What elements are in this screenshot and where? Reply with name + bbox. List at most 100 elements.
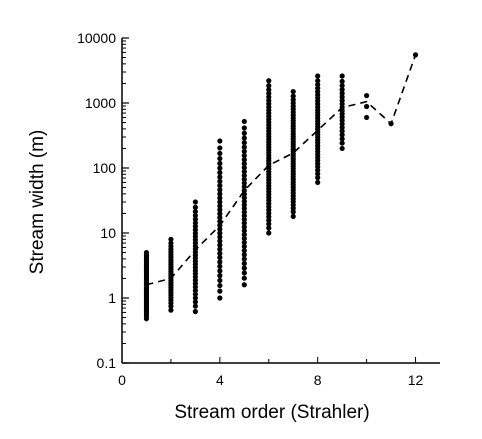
- data-point: [217, 282, 223, 289]
- data-point: [241, 231, 247, 238]
- data-point: [241, 153, 247, 159]
- data-point: [217, 268, 223, 274]
- data-point: [339, 87, 345, 93]
- data-point: [217, 165, 223, 171]
- data-point: [217, 207, 223, 213]
- data-point: [339, 132, 345, 138]
- data-point: [217, 199, 223, 205]
- data-point: [241, 165, 247, 171]
- data-point: [339, 136, 345, 142]
- data-point: [241, 202, 247, 208]
- data-point: [192, 299, 198, 305]
- data-point: [241, 282, 247, 288]
- data-point: [143, 249, 150, 256]
- median-line: [146, 54, 417, 286]
- data-point: [241, 198, 247, 204]
- data-point: [241, 270, 247, 276]
- data-point: [266, 90, 272, 97]
- data-point: [217, 295, 223, 301]
- data-point: [364, 114, 370, 121]
- plot-frame: [121, 38, 440, 364]
- data-point: [168, 240, 174, 246]
- data-point: [339, 128, 345, 134]
- data-point: [192, 303, 198, 309]
- data-point: [339, 73, 345, 79]
- data-point: [364, 92, 370, 99]
- data-point: [241, 148, 247, 155]
- data-point: [217, 160, 223, 167]
- data-point: [241, 140, 247, 146]
- data-point: [217, 178, 223, 184]
- data-point: [241, 161, 247, 167]
- data-point: [192, 212, 198, 219]
- data-point: [241, 252, 247, 258]
- x-tick-label: 8: [314, 372, 322, 388]
- data-point: [217, 242, 223, 248]
- x-tick-label: 4: [216, 372, 224, 388]
- data-point: [192, 216, 198, 222]
- data-point: [241, 260, 247, 267]
- x-tick-label: 0: [118, 372, 126, 388]
- data-point: [241, 220, 247, 226]
- data-point: [315, 175, 321, 181]
- data-point: [266, 221, 272, 227]
- data-point: [217, 155, 223, 162]
- data-point: [217, 238, 223, 244]
- data-point: [241, 184, 247, 190]
- data-point: [217, 263, 223, 270]
- data-point: [241, 172, 247, 179]
- data-points: [143, 52, 419, 322]
- data-point: [192, 204, 198, 210]
- data-point: [241, 176, 247, 182]
- data-point: [217, 150, 223, 157]
- data-point: [339, 83, 345, 89]
- data-point: [339, 78, 345, 84]
- data-point: [217, 145, 223, 151]
- data-point: [241, 247, 247, 254]
- data-point: [217, 215, 223, 221]
- data-point: [266, 230, 272, 236]
- data-point: [241, 157, 247, 163]
- data-point: [241, 195, 247, 201]
- data-point: [217, 191, 223, 197]
- data-point: [217, 234, 223, 240]
- y-axis-label: Stream width (m): [27, 130, 48, 275]
- x-axis-ticks: 0 4 8 12: [118, 357, 424, 388]
- data-point: [192, 199, 198, 205]
- data-point: [241, 216, 247, 223]
- data-point: [241, 180, 247, 186]
- y-tick-label: 10000: [77, 30, 116, 46]
- data-point: [241, 275, 247, 281]
- data-point: [241, 239, 247, 246]
- data-point: [217, 170, 223, 176]
- data-point: [241, 228, 247, 234]
- data-point: [241, 235, 247, 242]
- data-point: [241, 224, 247, 230]
- data-point: [290, 213, 296, 220]
- data-point: [217, 211, 223, 217]
- y-axis-ticks: 0.1 1 10 100 1000 10000: [77, 30, 129, 371]
- data-point: [266, 78, 272, 84]
- data-point: [290, 88, 296, 95]
- data-point: [217, 288, 223, 294]
- data-point: [217, 174, 223, 180]
- data-point: [364, 103, 370, 110]
- data-point: [241, 213, 247, 219]
- data-point: [241, 205, 247, 212]
- data-point: [241, 243, 247, 250]
- data-point: [217, 183, 223, 189]
- data-point: [241, 125, 247, 131]
- data-point: [290, 209, 296, 215]
- data-point: [339, 90, 345, 96]
- data-point: [339, 140, 345, 146]
- data-point: [217, 226, 223, 232]
- data-point: [241, 135, 247, 141]
- data-point: [241, 209, 247, 215]
- data-point: [217, 259, 223, 265]
- data-point: [315, 82, 321, 88]
- data-point: [192, 308, 198, 315]
- data-point: [339, 94, 345, 100]
- data-point: [315, 73, 321, 79]
- data-point: [266, 87, 272, 93]
